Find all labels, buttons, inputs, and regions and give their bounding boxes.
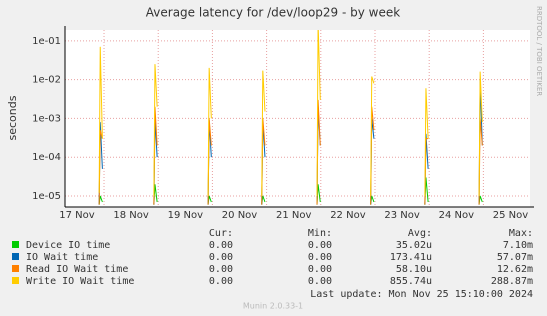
legend-value: 0.00 — [308, 276, 332, 287]
legend-header: Cur: — [209, 228, 233, 239]
legend-swatch — [12, 265, 19, 272]
legend-swatch — [12, 277, 19, 284]
legend-header: Avg: — [408, 228, 432, 239]
last-update: Last update: Mon Nov 25 15:10:00 2024 — [310, 289, 533, 300]
footer: Munin 2.0.33-1 — [243, 302, 303, 311]
legend-label: IO Wait time — [26, 252, 98, 263]
x-tick-label: 23 Nov — [384, 210, 420, 221]
chart-title: Average latency for /dev/loop29 - by wee… — [146, 6, 400, 20]
legend: Cur: Min: Avg: Max:Device IO time 0.00 0.00 35… — [12, 228, 533, 287]
y-tick-label: 1e-05 — [32, 191, 61, 202]
y-tick-label: 1e-04 — [32, 152, 61, 163]
legend-value: 855.74u — [390, 276, 432, 287]
y-tick-label: 1e-03 — [32, 113, 61, 124]
series-line — [98, 177, 483, 205]
y-tick-label: 1e-01 — [32, 36, 61, 47]
side-text: RRDTOOL / TOBI OETIKER — [535, 6, 543, 96]
legend-value: 57.07m — [497, 252, 533, 263]
legend-label: Read IO Wait time — [26, 264, 128, 275]
legend-value: 0.00 — [209, 276, 233, 287]
x-tick-label: 25 Nov — [493, 210, 529, 221]
legend-value: 35.02u — [396, 240, 432, 251]
legend-label: Write IO Wait time — [26, 276, 134, 287]
legend-value: 0.00 — [308, 240, 332, 251]
legend-value: 0.00 — [209, 252, 233, 263]
legend-value: 12.62m — [497, 264, 533, 275]
legend-label: Device IO time — [26, 240, 110, 251]
y-tick-label: 1e-02 — [32, 75, 61, 86]
legend-swatch — [12, 241, 19, 248]
legend-value: 7.10m — [503, 240, 533, 251]
x-tick-label: 22 Nov — [330, 210, 366, 221]
x-tick-label: 19 Nov — [168, 210, 204, 221]
x-tick-label: 20 Nov — [222, 210, 258, 221]
legend-value: 288.87m — [491, 276, 533, 287]
legend-header: Max: — [509, 228, 533, 239]
x-tick-label: 17 Nov — [59, 210, 95, 221]
legend-header: Min: — [308, 228, 332, 239]
grid — [65, 30, 530, 207]
y-axis-label: seconds — [6, 95, 19, 140]
legend-value: 0.00 — [308, 252, 332, 263]
x-tick-label: 18 Nov — [113, 210, 149, 221]
plot-marks — [98, 30, 483, 205]
series-line — [98, 30, 483, 196]
legend-value: 0.00 — [308, 264, 332, 275]
legend-value: 0.00 — [209, 264, 233, 275]
legend-value: 58.10u — [396, 264, 432, 275]
legend-swatch — [12, 253, 19, 260]
x-tick-label: 24 Nov — [439, 210, 475, 221]
x-tick-label: 21 Nov — [276, 210, 312, 221]
legend-value: 173.41u — [390, 252, 432, 263]
legend-value: 0.00 — [209, 240, 233, 251]
